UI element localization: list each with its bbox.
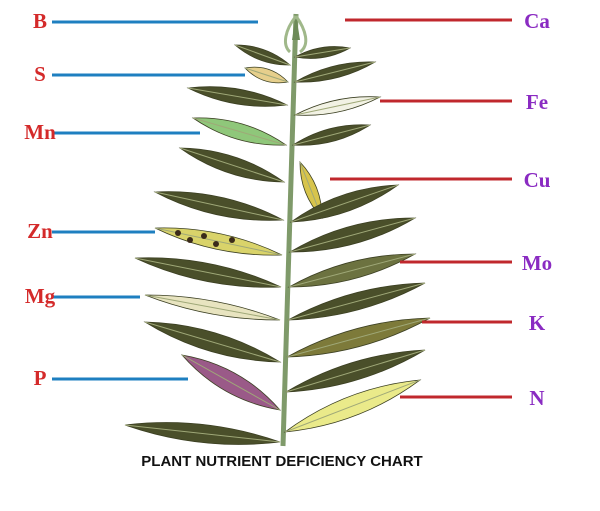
leaf-spot [229, 237, 235, 243]
leaf-vein [234, 44, 291, 66]
leaf-vein [187, 87, 288, 106]
leaf-vein [292, 124, 371, 146]
leaf-vein [154, 227, 283, 256]
nutrient-label: P [34, 366, 47, 390]
nutrient-label: Ca [524, 9, 550, 33]
leaf-vein [144, 294, 281, 321]
nutrient-label: B [33, 9, 47, 33]
leaf-vein [144, 321, 281, 363]
leaf-spot [175, 230, 181, 236]
leaf-vein [181, 354, 281, 411]
bud [292, 14, 300, 40]
chart-title: PLANT NUTRIENT DEFICIENCY CHART [141, 453, 422, 470]
leaf-vein [287, 282, 426, 321]
leaf-vein [244, 67, 289, 83]
nutrient-label: Mo [522, 251, 552, 275]
nutrient-label: S [34, 62, 46, 86]
leaf-vein [294, 47, 351, 58]
nutrient-label: Mg [25, 284, 56, 308]
leaf-vein [154, 191, 284, 221]
leaf-vein [294, 61, 376, 83]
leaf-vein [179, 147, 285, 183]
leaf-vein [124, 424, 281, 443]
leaf-vein [289, 217, 416, 253]
nutrient-label: Fe [526, 90, 548, 114]
leaf-vein [290, 184, 399, 223]
leaf-spot [213, 241, 219, 247]
nutrient-label: Mn [24, 120, 56, 144]
stem [280, 13, 299, 447]
leaf-spot [187, 237, 193, 243]
leaf-spot [201, 233, 207, 239]
nutrient-label: Cu [524, 168, 551, 192]
leaf-vein [288, 253, 416, 288]
leaf-vein [134, 257, 282, 288]
plant [124, 13, 431, 447]
leaf-vein [284, 379, 421, 433]
nutrient-label: N [529, 386, 544, 410]
leaf-vein [192, 117, 287, 146]
leaf-vein [285, 349, 426, 393]
leaf-vein [286, 317, 431, 358]
nutrient-label: K [529, 311, 546, 335]
nutrient-label: Zn [27, 219, 53, 243]
leaf-vein [294, 96, 381, 116]
bud [283, 15, 308, 54]
